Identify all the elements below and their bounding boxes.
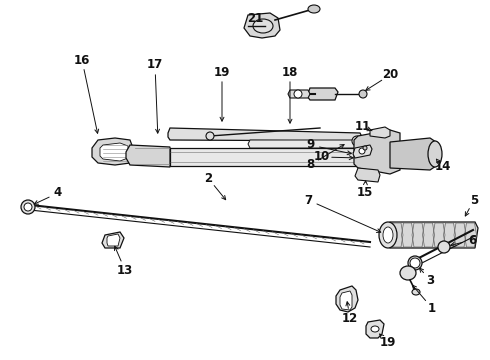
Ellipse shape (400, 266, 416, 280)
Ellipse shape (21, 200, 35, 214)
Text: 18: 18 (282, 66, 298, 78)
Polygon shape (340, 291, 352, 310)
Text: 3: 3 (426, 274, 434, 287)
Text: 17: 17 (147, 58, 163, 72)
Text: 19: 19 (214, 66, 230, 78)
Polygon shape (288, 90, 310, 98)
Ellipse shape (383, 227, 393, 243)
Text: 8: 8 (306, 158, 314, 171)
Text: 1: 1 (428, 302, 436, 315)
Text: 11: 11 (355, 121, 371, 134)
Polygon shape (102, 232, 124, 248)
Polygon shape (244, 13, 280, 38)
Polygon shape (168, 128, 362, 141)
Circle shape (363, 146, 367, 150)
Polygon shape (390, 138, 436, 170)
Ellipse shape (379, 222, 397, 248)
Text: 10: 10 (314, 150, 330, 163)
Text: 2: 2 (204, 171, 212, 184)
Ellipse shape (371, 326, 379, 332)
Text: 16: 16 (74, 54, 90, 67)
Ellipse shape (408, 256, 422, 270)
Text: 20: 20 (382, 68, 398, 81)
Polygon shape (92, 138, 133, 165)
Circle shape (352, 136, 362, 146)
Polygon shape (353, 145, 372, 158)
Text: 7: 7 (304, 194, 312, 207)
Text: 5: 5 (470, 194, 478, 207)
Polygon shape (336, 286, 358, 312)
Ellipse shape (253, 19, 273, 33)
Polygon shape (248, 140, 362, 148)
Polygon shape (355, 168, 380, 182)
Text: 14: 14 (435, 161, 451, 174)
Polygon shape (307, 88, 338, 100)
Polygon shape (170, 148, 360, 166)
Polygon shape (388, 222, 478, 248)
Ellipse shape (438, 241, 450, 253)
Circle shape (359, 148, 365, 154)
Circle shape (206, 132, 214, 140)
Circle shape (294, 90, 302, 98)
Ellipse shape (412, 289, 420, 295)
Text: 12: 12 (342, 311, 358, 324)
Text: 4: 4 (54, 186, 62, 199)
Text: 9: 9 (306, 139, 314, 152)
Ellipse shape (308, 5, 320, 13)
Text: 21: 21 (247, 12, 263, 24)
Text: 19: 19 (380, 337, 396, 350)
Polygon shape (370, 127, 390, 138)
Circle shape (410, 258, 420, 268)
Text: 13: 13 (117, 264, 133, 276)
Polygon shape (354, 130, 400, 174)
Circle shape (24, 203, 32, 211)
Ellipse shape (359, 90, 367, 98)
Text: 15: 15 (357, 185, 373, 198)
Polygon shape (126, 145, 170, 167)
Polygon shape (366, 320, 384, 338)
Ellipse shape (428, 141, 442, 167)
Text: 6: 6 (468, 234, 476, 247)
Polygon shape (100, 143, 128, 161)
Polygon shape (107, 234, 120, 246)
